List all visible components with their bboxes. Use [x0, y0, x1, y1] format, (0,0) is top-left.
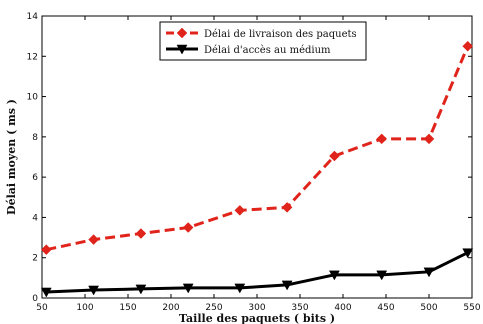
y-tick-label: 6 — [32, 173, 38, 183]
data-point — [281, 202, 293, 213]
x-tick-label: 350 — [291, 303, 308, 313]
y-tick-label: 12 — [27, 52, 38, 62]
legend: Délai de livraison des paquets Délai d'ac… — [159, 21, 367, 61]
data-point — [462, 40, 474, 52]
data-point — [281, 280, 293, 291]
x-tick-label: 100 — [76, 303, 93, 313]
y-tick-label: 2 — [32, 254, 38, 264]
legend-swatch-marker — [176, 27, 188, 39]
series-1 — [40, 248, 474, 298]
axis-ticks: 50 100 150 200 250 300 350 400 450 500 550 0 2 4 6 8 10 1… — [27, 12, 481, 313]
data-point — [376, 270, 388, 281]
data-point — [328, 270, 340, 281]
data-point — [423, 133, 435, 145]
data-point — [234, 205, 246, 216]
legend-label: Délai de livraison des paquets — [204, 29, 357, 40]
data-point — [182, 222, 194, 233]
data-point — [423, 267, 435, 278]
series-line — [45, 45, 470, 252]
x-tick-label: 400 — [334, 303, 351, 313]
data-point — [88, 285, 100, 296]
x-tick-label: 550 — [463, 303, 480, 313]
x-tick-label: 300 — [248, 303, 265, 313]
data-point — [40, 287, 52, 298]
legend-swatch-marker — [176, 44, 188, 55]
y-tick-label: 0 — [32, 294, 38, 304]
x-tick-label: 50 — [36, 303, 48, 313]
data-point — [376, 133, 388, 145]
series-line — [46, 251, 469, 294]
data-point — [88, 234, 99, 245]
x-tick-label: 500 — [420, 303, 437, 313]
y-axis-label: Délai moyen ( ms ) — [5, 99, 18, 215]
y-tick-label: 14 — [27, 12, 39, 22]
series-layer — [40, 40, 474, 298]
data-point — [182, 283, 194, 294]
legend-label: Délai d'accès au médium — [204, 45, 331, 56]
series-0 — [40, 40, 474, 256]
data-point — [135, 284, 147, 295]
x-tick-label: 200 — [162, 303, 179, 313]
data-point — [234, 283, 246, 294]
y-tick-label: 10 — [27, 93, 39, 103]
data-point — [329, 150, 340, 162]
x-axis-label: Taille des paquets ( bits ) — [179, 312, 335, 324]
x-tick-label: 250 — [205, 303, 222, 313]
y-tick-label: 8 — [32, 133, 38, 143]
legend-box — [159, 21, 367, 61]
x-tick-label: 450 — [377, 303, 394, 313]
data-point — [462, 248, 474, 259]
data-point — [135, 228, 147, 239]
y-tick-label: 4 — [32, 213, 38, 223]
x-tick-label: 150 — [119, 303, 136, 313]
data-point — [40, 244, 52, 256]
